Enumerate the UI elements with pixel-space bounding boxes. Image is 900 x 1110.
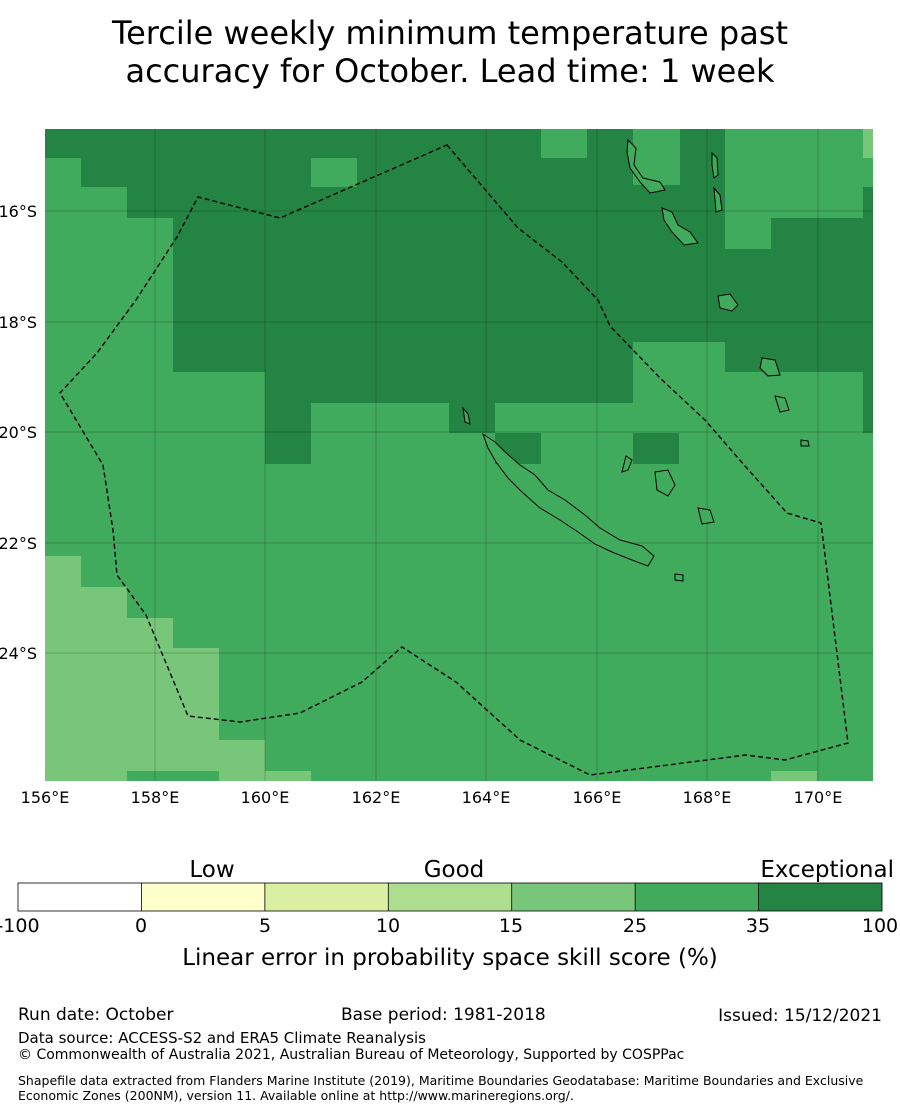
colorbar-tick-label: 0 — [135, 915, 147, 937]
lat-tick-labels: 16°S 18°S 20°S 22°S 24°S — [0, 202, 37, 663]
lat-tick-label: 20°S — [0, 423, 37, 442]
small-island — [774, 395, 790, 413]
colorbar-tick-label: 35 — [746, 915, 770, 937]
lat-tick-label: 16°S — [0, 202, 37, 221]
lat-tick-label: 22°S — [0, 534, 37, 553]
vanuatu-island — [717, 293, 739, 312]
colorbar-category-good: Good — [424, 857, 485, 883]
small-island — [462, 406, 471, 425]
colorbar-swatch — [388, 883, 513, 911]
title-line-2: accuracy for October. Lead time: 1 week — [125, 52, 775, 90]
lon-tick-label: 170°E — [794, 788, 843, 807]
colorbar-swatch — [635, 883, 759, 911]
patch-good — [725, 129, 863, 218]
lon-tick-label: 162°E — [352, 788, 401, 807]
loyalty-island — [654, 469, 676, 497]
eez-boundary — [59, 144, 849, 776]
colorbar-tick-label: 100 — [862, 915, 898, 937]
colorbar-category-exceptional: Exceptional — [760, 857, 894, 883]
patch-good — [311, 158, 357, 187]
colorbar-swatches — [18, 883, 883, 911]
colorbar-tick-label: 25 — [623, 915, 647, 937]
copyright: © Commonwealth of Australia 2021, Austra… — [18, 1047, 685, 1063]
patch-good-mid — [863, 129, 873, 158]
run-date: Run date: October — [18, 1005, 174, 1025]
loyalty-island — [621, 455, 633, 473]
small-island — [800, 439, 810, 447]
islands — [462, 138, 810, 582]
vanuatu-island — [713, 186, 723, 213]
lat-tick-label: 18°S — [0, 313, 37, 332]
patch-good — [541, 129, 587, 158]
lon-tick-label: 156°E — [21, 788, 70, 807]
shapefile-credit: Shapefile data extracted from Flanders M… — [18, 1073, 864, 1103]
lon-tick-label: 164°E — [462, 788, 511, 807]
map-plot — [45, 129, 873, 781]
colorbar-tick-label: 15 — [499, 915, 523, 937]
loyalty-island — [697, 507, 715, 525]
patch-good-mid — [265, 771, 311, 781]
lon-tick-label: 158°E — [131, 788, 180, 807]
colorbar: Low Good Exceptional -100 0 5 10 15 25 3… — [0, 857, 898, 971]
patch-good — [725, 218, 771, 249]
new-caledonia-island — [482, 432, 655, 567]
patch-exceptional — [633, 433, 679, 464]
colorbar-tick-label: 10 — [376, 915, 400, 937]
colorbar-swatch — [758, 883, 883, 911]
vanuatu-island — [626, 138, 666, 194]
small-island — [674, 573, 684, 582]
lon-tick-label: 166°E — [573, 788, 622, 807]
base-period: Base period: 1981-2018 — [341, 1005, 546, 1025]
map-title: Tercile weekly minimum temperature past … — [0, 14, 900, 90]
lat-tick-label: 24°S — [0, 644, 37, 663]
colorbar-swatch — [141, 883, 266, 911]
lon-tick-label: 168°E — [683, 788, 732, 807]
issued-date: Issued: 15/12/2021 — [718, 1006, 882, 1026]
title-line-1: Tercile weekly minimum temperature past — [111, 14, 789, 52]
vanuatu-island — [661, 207, 699, 246]
lon-tick-labels: 156°E 158°E 160°E 162°E 164°E 166°E 168°… — [21, 788, 843, 807]
colorbar-tick-label: -100 — [0, 915, 40, 937]
vanuatu-island — [759, 357, 781, 377]
colorbar-frame — [17, 882, 883, 912]
colorbar-swatch — [511, 883, 636, 911]
colorbar-category-low: Low — [189, 857, 234, 883]
lon-tick-label: 160°E — [241, 788, 290, 807]
colorbar-swatch — [264, 883, 389, 911]
good-mid-region — [45, 556, 265, 781]
vanuatu-island — [711, 151, 719, 179]
data-source: Data source: ACCESS-S2 and ERA5 Climate … — [18, 1029, 426, 1047]
colorbar-label: Linear error in probability space skill … — [182, 945, 718, 971]
colorbar-ticks: -100 0 5 10 15 25 35 100 — [0, 915, 898, 937]
patch-good-mid — [771, 771, 817, 781]
colorbar-tick-label: 5 — [259, 915, 271, 937]
map-gridlines — [45, 129, 873, 781]
colorbar-swatch — [18, 883, 142, 911]
